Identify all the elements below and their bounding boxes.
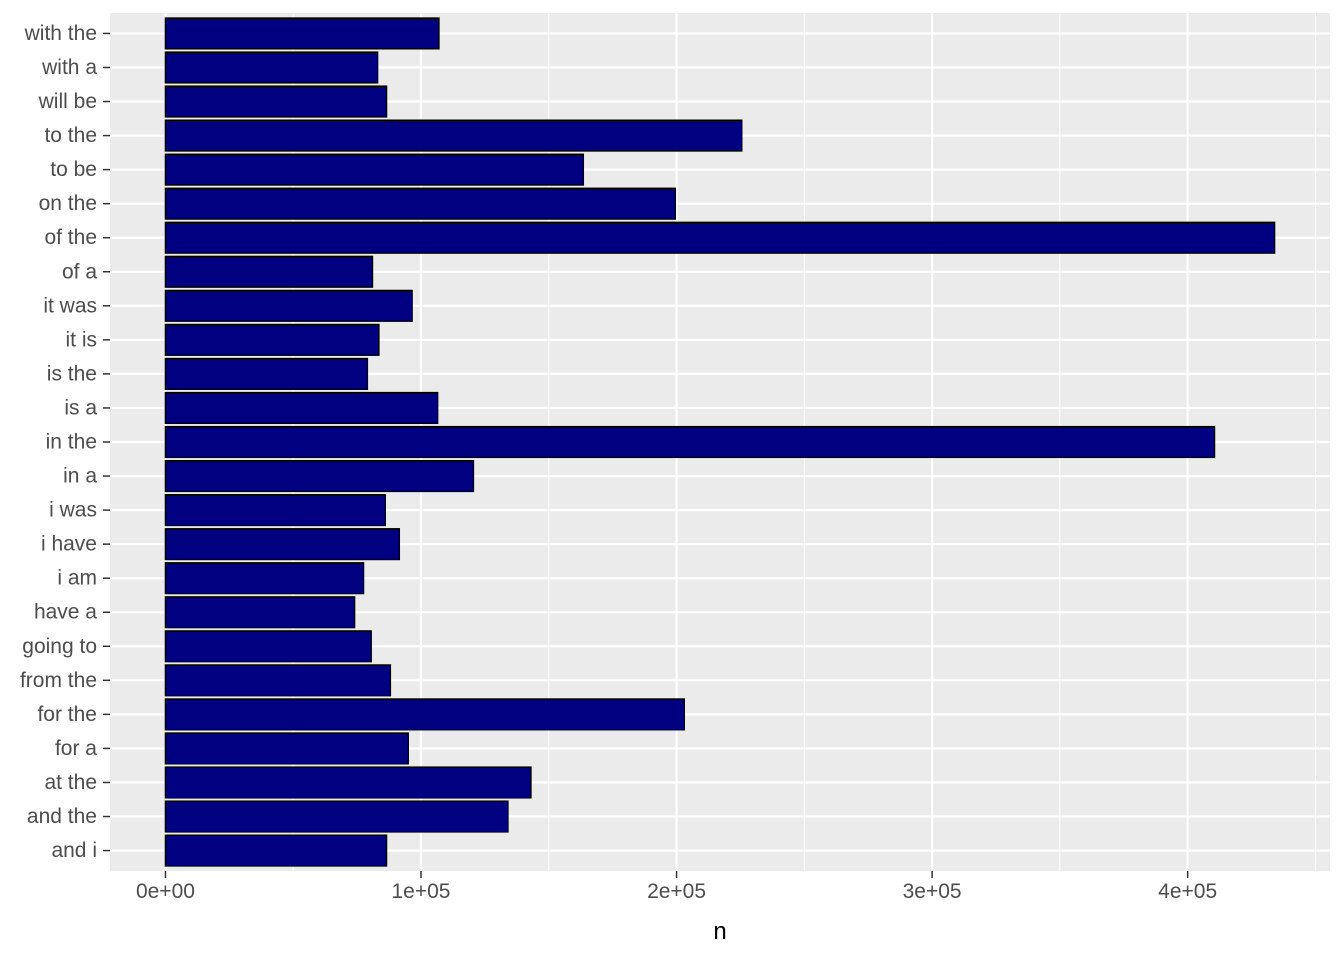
bar-will-be: [164, 85, 388, 118]
y-tick-label: at the: [44, 771, 97, 794]
bar-on-the: [164, 187, 677, 220]
x-tick-label: 2e+05: [647, 880, 706, 903]
y-tick-label: with a: [41, 56, 97, 79]
bar-from-the: [164, 664, 392, 697]
y-tick-label: in a: [63, 465, 97, 488]
x-tick-label: 3e+05: [903, 880, 962, 903]
y-tick-label: is the: [47, 362, 97, 385]
x-tick-label: 1e+05: [392, 880, 451, 903]
bars: [164, 17, 1276, 867]
y-tick-label: i have: [41, 533, 97, 556]
bar-going-to: [164, 630, 372, 663]
y-axis: and i and the at the for a for the from the go…: [20, 22, 110, 862]
bar-i-am: [164, 562, 365, 595]
y-tick-label: i was: [49, 499, 97, 522]
y-tick-label: for the: [37, 703, 97, 726]
bar-to-be: [164, 153, 585, 186]
y-tick-label: and the: [27, 805, 97, 828]
x-tick-label: 4e+05: [1158, 880, 1217, 903]
y-tick-label: of a: [62, 260, 97, 283]
bar-at-the: [164, 766, 532, 799]
y-tick-label: to be: [50, 158, 97, 181]
bar-with-a: [164, 51, 379, 84]
y-tick-label: is a: [64, 396, 97, 419]
y-tick-label: it was: [43, 294, 97, 317]
y-tick-label: and i: [51, 839, 97, 862]
y-tick-label: it is: [66, 328, 98, 351]
bar-have-a: [164, 596, 356, 629]
bar-of-a: [164, 255, 374, 288]
y-tick-label: have a: [34, 601, 97, 624]
y-tick-label: for a: [55, 737, 97, 760]
bar-for-the: [164, 698, 685, 731]
bar-i-was: [164, 494, 386, 527]
bar-and-the: [164, 800, 509, 833]
bar-of-the: [164, 221, 1276, 254]
y-tick-label: with the: [24, 22, 97, 45]
y-tick-label: will be: [38, 90, 97, 113]
bar-is-a: [164, 391, 439, 425]
y-tick-label: i am: [57, 567, 97, 590]
bar-i-have: [164, 528, 401, 561]
bar-in-the: [164, 425, 1216, 459]
y-tick-label: going to: [22, 635, 97, 658]
x-axis: 0e+00 1e+05 2e+05 3e+05 4e+05: [136, 871, 1217, 903]
y-tick-label: from the: [20, 669, 97, 692]
y-tick-label: of the: [44, 226, 97, 249]
x-tick-label: 0e+00: [136, 880, 195, 903]
y-tick-label: to the: [44, 124, 97, 147]
bar-with-the: [164, 17, 440, 50]
y-tick-label: on the: [39, 192, 97, 215]
bar-to-the: [164, 119, 743, 152]
bar-for-a: [164, 732, 409, 765]
bar-it-was: [164, 289, 413, 322]
x-axis-title: n: [713, 918, 726, 945]
y-tick-label: in the: [46, 431, 97, 454]
bar-it-is: [164, 323, 380, 356]
bar-is-the: [164, 357, 369, 390]
bar-and-i: [164, 834, 388, 867]
bar-in-a: [164, 459, 475, 493]
